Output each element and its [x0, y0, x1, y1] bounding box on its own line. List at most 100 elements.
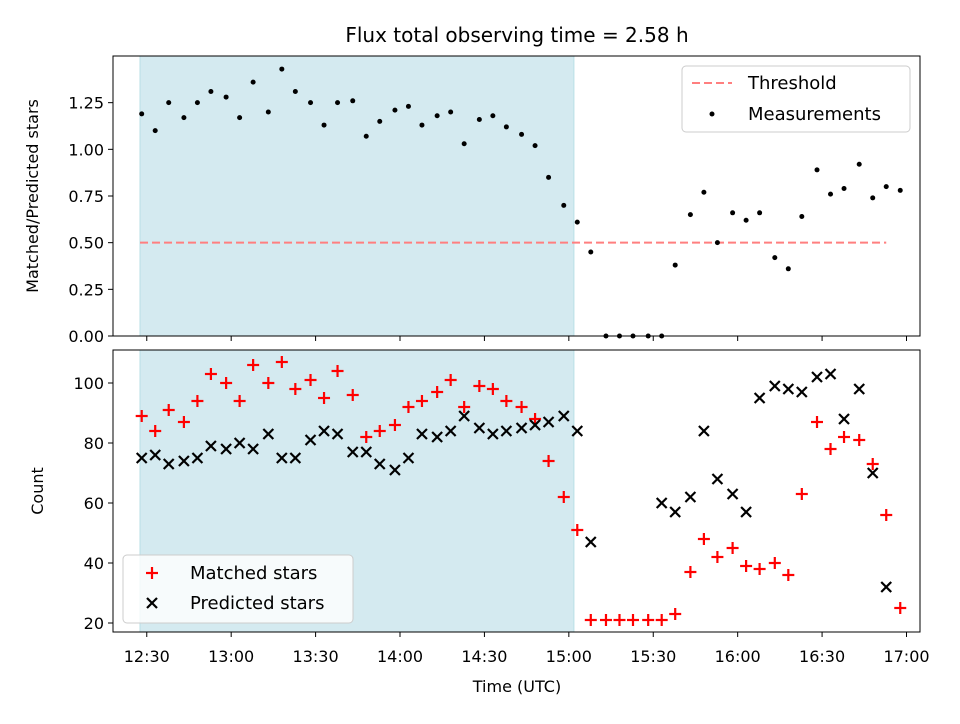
measurement-point	[279, 67, 284, 72]
top-observing-span	[140, 56, 574, 336]
matched-star-point	[684, 566, 696, 578]
predicted-star-point	[699, 426, 709, 436]
bottom-y-tick-label: 80	[84, 434, 104, 453]
bottom-y-tick-label: 60	[84, 494, 104, 513]
top-y-axis-label: Matched/Predicted stars	[23, 99, 42, 293]
measurement-point	[208, 89, 213, 94]
x-tick-label: 15:00	[546, 647, 592, 666]
x-tick-label: 17:00	[883, 647, 929, 666]
x-tick-label: 12:30	[124, 647, 170, 666]
predicted-star-point	[741, 507, 751, 517]
measurement-point	[842, 186, 847, 191]
measurement-point	[673, 263, 678, 268]
predicted-star-point	[657, 498, 667, 508]
measurement-point	[730, 210, 735, 215]
predicted-star-point	[712, 474, 722, 484]
measurement-point	[237, 115, 242, 120]
chart-figure: Flux total observing time = 2.58 h 0.000…	[0, 0, 960, 720]
measurement-point	[757, 210, 762, 215]
top-panel: 0.00 0.25 0.50 0.75 1.00 1.25 Matched/Predict…	[23, 56, 920, 346]
top-y-tick-label: 0.75	[68, 187, 104, 206]
measurement-point	[772, 255, 777, 260]
bottom-y-tick-label: 20	[84, 614, 104, 633]
measurement-point	[561, 203, 566, 208]
matched-star-point	[894, 602, 906, 614]
matched-star-point	[613, 614, 625, 626]
measurement-point	[166, 100, 171, 105]
top-x-ticks	[147, 336, 907, 341]
measurement-point	[139, 111, 144, 116]
measurement-point	[884, 184, 889, 189]
x-tick-label: 14:00	[377, 647, 423, 666]
legend-threshold-label: Threshold	[747, 73, 837, 94]
measurement-point	[335, 100, 340, 105]
matched-star-point	[740, 560, 752, 572]
predicted-star-point	[783, 384, 793, 394]
chart-title: Flux total observing time = 2.58 h	[345, 23, 688, 47]
predicted-star-point	[685, 492, 695, 502]
measurement-point	[266, 110, 271, 115]
measurement-point	[519, 132, 524, 137]
measurement-point	[435, 113, 440, 118]
matched-star-point	[627, 614, 639, 626]
measurement-point	[477, 117, 482, 122]
measurement-point	[350, 98, 355, 103]
predicted-star-point	[826, 369, 836, 379]
top-y-tick-label: 0.00	[68, 327, 104, 346]
measurement-point	[575, 220, 580, 225]
x-tick-label: 16:30	[799, 647, 845, 666]
measurement-point	[504, 124, 509, 129]
measurement-point	[715, 240, 720, 245]
predicted-star-point	[797, 387, 807, 397]
matched-star-point	[853, 434, 865, 446]
predicted-star-point	[812, 372, 822, 382]
bottom-legend: Matched stars Predicted stars	[123, 555, 353, 623]
measurement-point	[870, 195, 875, 200]
measurement-point	[195, 100, 200, 105]
measurement-point	[744, 218, 749, 223]
matched-star-point	[811, 416, 823, 428]
matched-star-point	[769, 557, 781, 569]
measurement-point	[546, 175, 551, 180]
measurement-point	[828, 192, 833, 197]
matched-star-point	[711, 551, 723, 563]
top-y-tick-label: 1.25	[68, 94, 104, 113]
top-y-ticks: 0.00 0.25 0.50 0.75 1.00 1.25	[68, 94, 113, 346]
matched-star-point	[600, 614, 612, 626]
top-y-tick-label: 0.50	[68, 234, 104, 253]
matched-star-point	[825, 443, 837, 455]
matched-star-point	[796, 488, 808, 500]
measurement-point	[533, 143, 538, 148]
measurement-point	[898, 188, 903, 193]
measurement-point	[448, 110, 453, 115]
measurement-point	[293, 89, 298, 94]
top-y-tick-label: 1.00	[68, 140, 104, 159]
x-tick-label: 16:00	[715, 647, 761, 666]
matched-star-point	[698, 533, 710, 545]
measurement-point	[251, 80, 256, 85]
top-legend: Threshold Measurements	[682, 66, 910, 132]
measurement-point	[857, 162, 862, 167]
matched-star-point	[782, 569, 794, 581]
predicted-star-point	[755, 393, 765, 403]
predicted-star-point	[839, 414, 849, 424]
legend-measurements-label: Measurements	[748, 104, 881, 125]
x-tick-label: 14:30	[461, 647, 507, 666]
bottom-x-ticks: 12:30 13:00 13:30 14:00 14:30 15:00 15:30 16:00…	[124, 632, 930, 666]
matched-star-point	[669, 608, 681, 620]
x-tick-label: 15:30	[630, 647, 676, 666]
bottom-y-ticks: 20406080100	[73, 374, 113, 633]
measurement-point	[786, 266, 791, 271]
matched-star-point	[727, 542, 739, 554]
measurement-point	[799, 214, 804, 219]
legend-predicted-label: Predicted stars	[190, 593, 324, 614]
bottom-y-axis-label: Count	[28, 467, 47, 515]
measurement-point	[181, 115, 186, 120]
matched-star-point	[880, 509, 892, 521]
measurement-point	[406, 104, 411, 109]
measurement-point	[224, 95, 229, 100]
top-y-tick-label: 0.25	[68, 280, 104, 299]
bottom-panel: 20406080100 12:30 13:00 13:30 14:00 14:30 15:…	[28, 350, 930, 696]
x-axis-label: Time (UTC)	[472, 677, 561, 696]
matched-star-point	[642, 614, 654, 626]
